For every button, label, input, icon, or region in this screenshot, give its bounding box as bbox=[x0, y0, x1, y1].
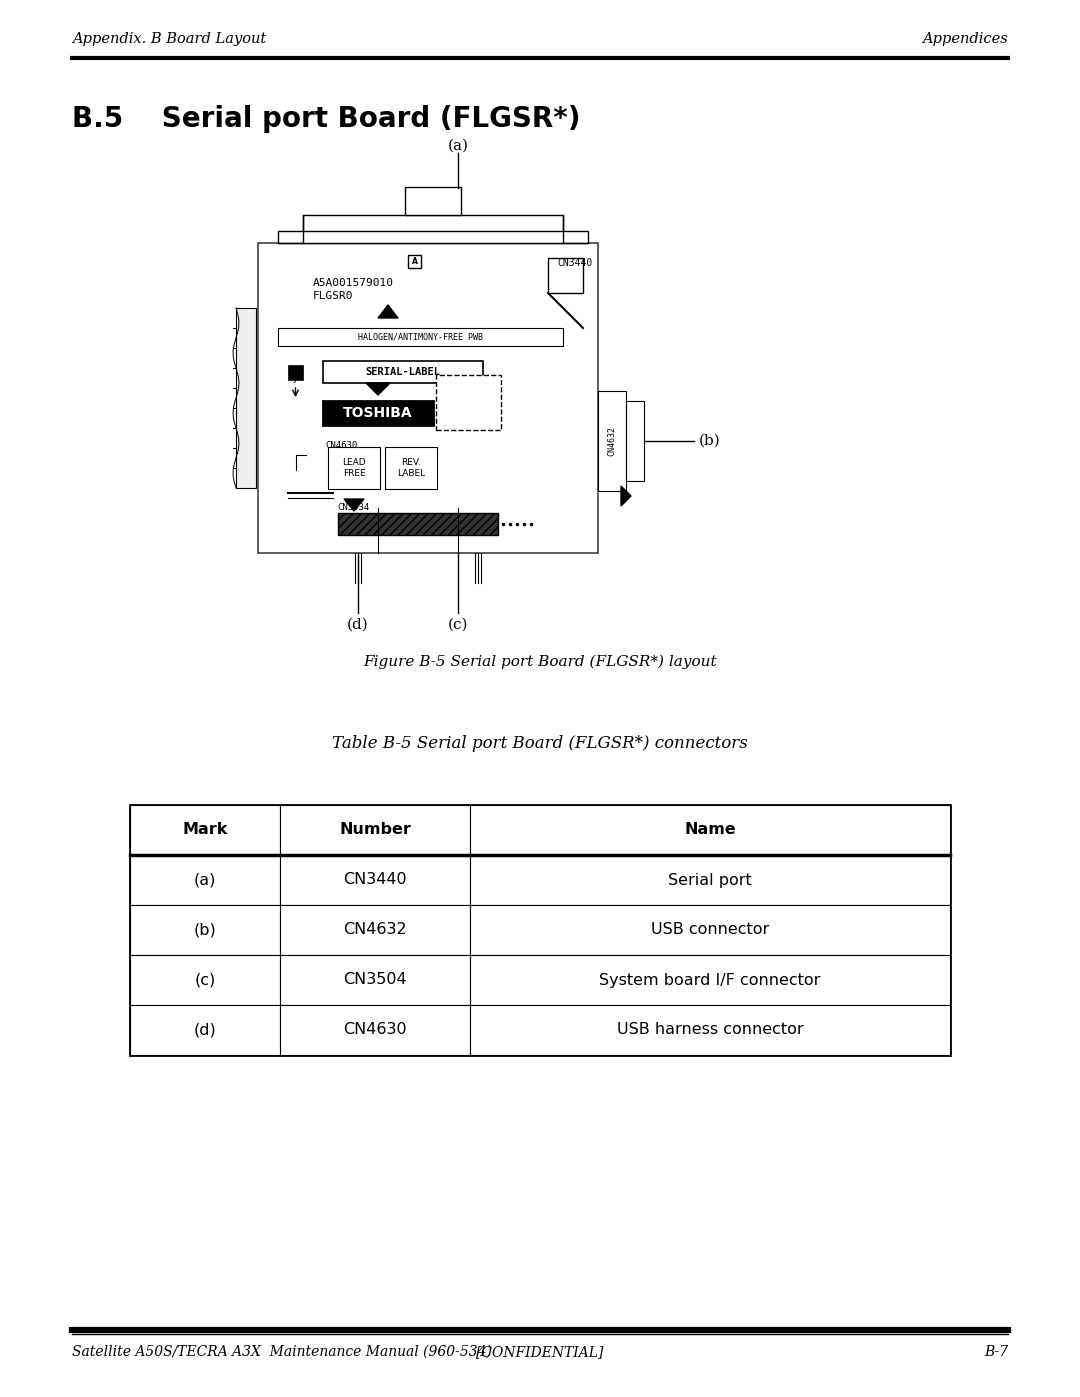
Text: USB connector: USB connector bbox=[651, 922, 769, 937]
Text: CN3440: CN3440 bbox=[343, 873, 407, 887]
Text: Table B-5 Serial port Board (FLGSR*) connectors: Table B-5 Serial port Board (FLGSR*) con… bbox=[333, 735, 747, 752]
Text: B.5    Serial port Board (FLGSR*): B.5 Serial port Board (FLGSR*) bbox=[72, 105, 581, 133]
Text: (d): (d) bbox=[347, 617, 369, 631]
Text: (b): (b) bbox=[699, 434, 720, 448]
Text: (c): (c) bbox=[194, 972, 216, 988]
Text: Serial port: Serial port bbox=[669, 873, 752, 887]
Text: Figure B-5 Serial port Board (FLGSR*) layout: Figure B-5 Serial port Board (FLGSR*) la… bbox=[363, 655, 717, 669]
Bar bbox=[288, 365, 303, 380]
Text: CN4632: CN4632 bbox=[343, 922, 407, 937]
Text: CN4630: CN4630 bbox=[343, 1023, 407, 1038]
Text: A: A bbox=[411, 257, 418, 265]
Bar bbox=[258, 243, 598, 553]
Text: System board I/F connector: System board I/F connector bbox=[599, 972, 821, 988]
Bar bbox=[470, 905, 950, 956]
Bar bbox=[130, 855, 280, 905]
Bar bbox=[405, 187, 461, 215]
Bar bbox=[323, 360, 483, 383]
Text: Appendix. B Board Layout: Appendix. B Board Layout bbox=[72, 32, 267, 46]
Bar bbox=[303, 215, 563, 243]
Text: A5A001579010: A5A001579010 bbox=[313, 278, 394, 288]
Bar bbox=[280, 905, 470, 956]
Bar bbox=[280, 956, 470, 1004]
Bar bbox=[328, 447, 380, 489]
Bar bbox=[470, 855, 950, 905]
Bar bbox=[338, 513, 498, 535]
Bar bbox=[470, 956, 950, 1004]
Polygon shape bbox=[621, 486, 631, 506]
Text: (a): (a) bbox=[193, 873, 216, 887]
Polygon shape bbox=[345, 499, 364, 511]
Text: FLGSR0: FLGSR0 bbox=[313, 291, 353, 300]
Text: (c): (c) bbox=[448, 617, 469, 631]
Text: (b): (b) bbox=[193, 922, 216, 937]
Text: J: J bbox=[293, 373, 296, 383]
Text: SERIAL-LABEL: SERIAL-LABEL bbox=[365, 367, 441, 377]
Bar bbox=[130, 1004, 280, 1055]
Text: REV.
LABEL: REV. LABEL bbox=[397, 458, 426, 478]
Bar bbox=[470, 1004, 950, 1055]
Bar bbox=[130, 805, 280, 855]
Bar bbox=[130, 956, 280, 1004]
Bar bbox=[470, 805, 950, 855]
Text: (a): (a) bbox=[447, 138, 469, 154]
Bar bbox=[598, 391, 626, 490]
Text: [CONFIDENTIAL]: [CONFIDENTIAL] bbox=[476, 1345, 604, 1359]
Text: CN4630: CN4630 bbox=[325, 441, 357, 450]
Text: Appendices: Appendices bbox=[922, 32, 1008, 46]
Bar bbox=[384, 447, 437, 489]
Bar bbox=[436, 374, 501, 430]
Text: B-7: B-7 bbox=[984, 1345, 1008, 1359]
Polygon shape bbox=[366, 383, 390, 395]
Text: CN3504: CN3504 bbox=[343, 972, 407, 988]
Bar bbox=[130, 805, 950, 1055]
Bar bbox=[278, 231, 588, 243]
Text: USB harness connector: USB harness connector bbox=[617, 1023, 804, 1038]
Bar bbox=[237, 307, 256, 488]
Bar bbox=[280, 1004, 470, 1055]
Text: HALOGEN/ANTIMONY-FREE PWB: HALOGEN/ANTIMONY-FREE PWB bbox=[357, 332, 483, 341]
Text: CN4632: CN4632 bbox=[607, 426, 617, 455]
Bar bbox=[278, 328, 563, 346]
Text: Number: Number bbox=[339, 823, 410, 837]
Text: Mark: Mark bbox=[183, 823, 228, 837]
Text: CN3534: CN3534 bbox=[338, 503, 370, 511]
Polygon shape bbox=[378, 305, 399, 319]
Bar bbox=[280, 805, 470, 855]
Text: (d): (d) bbox=[193, 1023, 216, 1038]
Bar bbox=[323, 401, 433, 425]
Text: Name: Name bbox=[684, 823, 735, 837]
Text: Satellite A50S/TECRA A3X  Maintenance Manual (960-534): Satellite A50S/TECRA A3X Maintenance Man… bbox=[72, 1345, 491, 1359]
Bar bbox=[626, 401, 644, 481]
Bar bbox=[130, 905, 280, 956]
Bar bbox=[408, 256, 421, 268]
Text: LEAD
FREE: LEAD FREE bbox=[342, 458, 366, 478]
Text: TOSHIBA: TOSHIBA bbox=[343, 407, 413, 420]
Bar bbox=[280, 855, 470, 905]
Text: CN3440: CN3440 bbox=[557, 258, 593, 268]
Bar bbox=[548, 258, 583, 293]
